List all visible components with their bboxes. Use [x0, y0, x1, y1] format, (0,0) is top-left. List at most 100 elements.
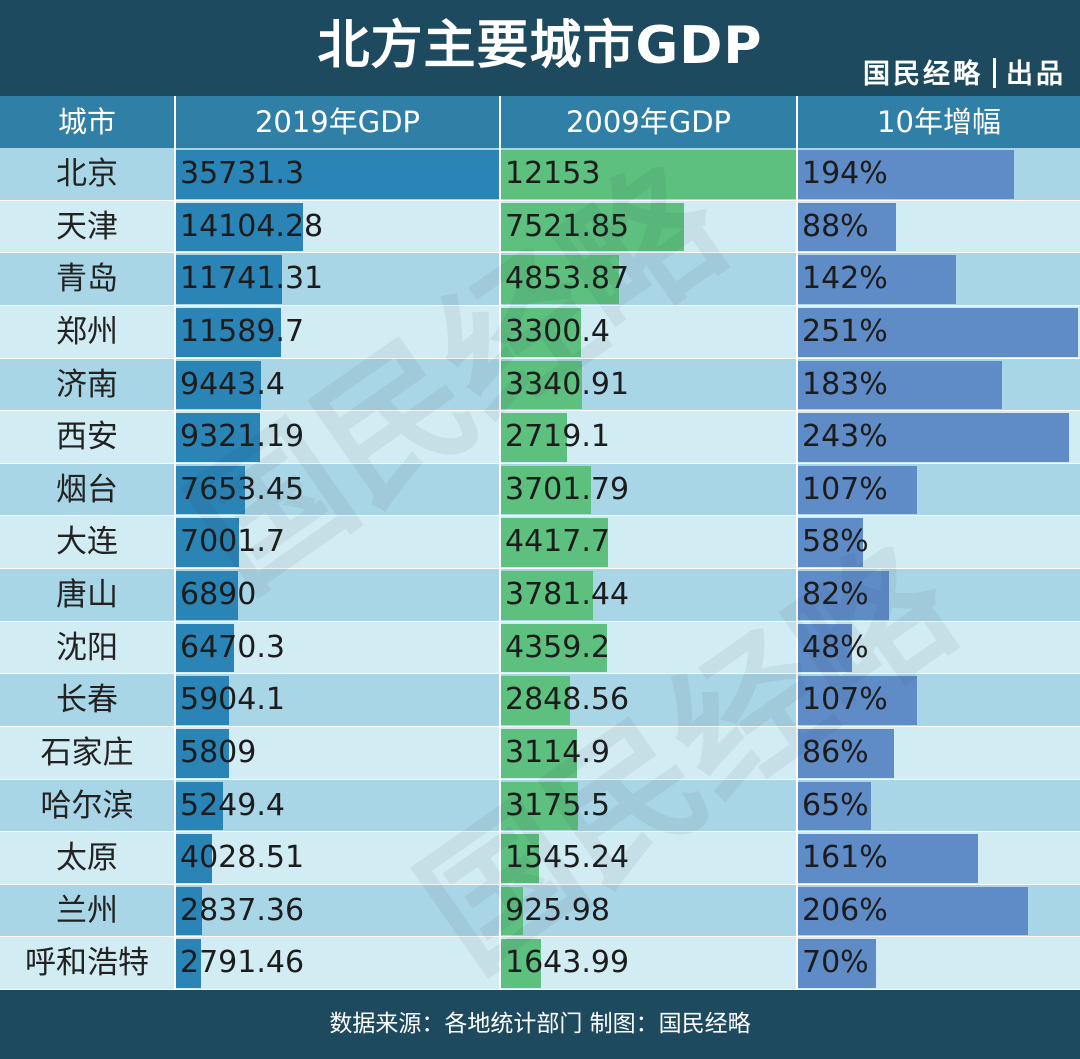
- bar-gdp2019: [176, 413, 261, 462]
- table-row: 太原 4028.51 1545.24 161%: [0, 832, 1080, 885]
- city-name: 石家庄: [40, 734, 134, 771]
- value-growth: 82%: [802, 577, 869, 612]
- bar-gdp2009: [501, 150, 796, 199]
- value-gdp2019: 35731.3: [180, 156, 305, 191]
- bar-gdp2019: [176, 518, 240, 567]
- column-header-gdp2019: 2019年GDP: [254, 105, 421, 139]
- table-row: 长春 5904.1 2848.56 107%: [0, 674, 1080, 727]
- value-gdp2009: 3175.5: [505, 787, 610, 823]
- city-name: 烟台: [56, 471, 118, 508]
- value-gdp2009: 925.98: [505, 892, 610, 928]
- bar-gdp2019: [176, 465, 246, 515]
- row-divider: [0, 778, 1080, 780]
- brand-name: 国民经略: [863, 59, 983, 90]
- city-name: 太原: [56, 840, 118, 877]
- value-gdp2009: 3300.4: [505, 313, 610, 349]
- bar-gdp2009: [501, 676, 571, 725]
- bar-gdp2009: [501, 202, 684, 252]
- bar-growth: [798, 939, 877, 988]
- header-divider: [796, 96, 798, 148]
- value-growth: 194%: [802, 156, 888, 191]
- table-row: 沈阳 6470.3 4359.2 48%: [0, 621, 1080, 675]
- value-gdp2019: 6470.3: [180, 629, 285, 665]
- bar-gdp2019: [176, 728, 229, 778]
- bar-growth: [798, 413, 1070, 462]
- value-growth: 70%: [802, 945, 869, 981]
- bar-gdp2009: [501, 781, 579, 831]
- city-name: 北京: [56, 156, 118, 192]
- value-gdp2009: 3340.91: [505, 366, 630, 402]
- table-row: 烟台 7653.45 3701.79 107%: [0, 463, 1080, 517]
- value-gdp2019: 5904.1: [180, 682, 285, 718]
- title-bar: 北方主要城市GDP 国民经略 出品: [0, 0, 1080, 96]
- bar-growth: [798, 202, 897, 252]
- value-gdp2009: 3701.79: [505, 471, 630, 507]
- bar-gdp2019: [176, 202, 304, 252]
- value-gdp2009: 4853.87: [505, 261, 630, 297]
- value-growth: 161%: [802, 840, 888, 876]
- bar-growth: [798, 518, 863, 567]
- table-row: 呼和浩特 2791.46 1643.99 70%: [0, 937, 1080, 990]
- city-name: 兰州: [56, 892, 118, 929]
- city-name: 呼和浩特: [25, 945, 149, 982]
- value-growth: 142%: [802, 261, 888, 297]
- table-row: 西安 9321.19 2719.1 243%: [0, 411, 1080, 464]
- table-row: 天津 14104.28 7521.85 88%: [0, 200, 1080, 254]
- value-gdp2019: 2791.46: [180, 945, 305, 981]
- value-gdp2009: 4417.7: [505, 524, 610, 560]
- column-divider: [174, 148, 176, 990]
- bar-growth: [798, 676, 918, 725]
- bar-gdp2019: [176, 360, 262, 410]
- value-gdp2019: 6890: [180, 577, 257, 612]
- bar-growth: [798, 150, 1015, 199]
- table-row: 济南 9443.4 3340.91 183%: [0, 358, 1080, 412]
- value-gdp2019: 11589.7: [180, 313, 305, 349]
- value-gdp2009: 2848.56: [505, 682, 630, 718]
- table-row: 兰州 2837.36 925.98 206%: [0, 884, 1080, 938]
- value-gdp2019: 7001.7: [180, 524, 285, 560]
- row-divider: [0, 515, 1080, 517]
- value-growth: 107%: [802, 682, 888, 718]
- column-header-city: 城市: [57, 105, 116, 139]
- bar-growth: [798, 834, 978, 883]
- city-name: 沈阳: [56, 629, 118, 666]
- bar-gdp2009: [501, 728, 577, 778]
- bar-gdp2019: [176, 571, 239, 620]
- row-divider: [0, 410, 1080, 412]
- city-name: 郑州: [56, 313, 118, 350]
- bar-growth: [798, 623, 852, 673]
- value-growth: 48%: [802, 629, 869, 665]
- city-name: 唐山: [56, 577, 118, 613]
- value-growth: 243%: [802, 419, 888, 455]
- bar-growth: [798, 360, 1003, 410]
- value-growth: 206%: [802, 892, 888, 928]
- column-header-row: 城市 2019年GDP 2009年GDP 10年增幅: [0, 96, 1080, 148]
- row-divider: [0, 199, 1080, 201]
- brand-suffix: 出品: [1006, 59, 1066, 90]
- bar-growth: [798, 465, 918, 515]
- header-divider: [499, 96, 501, 148]
- bar-growth: [798, 571, 890, 620]
- bar-gdp2019: [176, 781, 224, 831]
- city-name: 西安: [56, 419, 118, 456]
- value-gdp2009: 1643.99: [505, 945, 630, 981]
- bar-gdp2019: [176, 676, 230, 725]
- bar-gdp2019: [176, 834, 213, 883]
- row-divider: [0, 883, 1080, 885]
- brand-separator: [993, 58, 996, 88]
- bar-gdp2019: [176, 150, 499, 199]
- bar-growth: [798, 728, 894, 778]
- brand-credit: 国民经略 出品: [863, 52, 1066, 91]
- table-row: 大连 7001.7 4417.7 58%: [0, 516, 1080, 569]
- column-divider: [499, 148, 501, 990]
- bar-gdp2019: [176, 939, 202, 988]
- row-divider: [0, 831, 1080, 833]
- data-source-note: 数据来源：各地统计部门 制图：国民经略: [329, 1011, 751, 1037]
- column-divider: [796, 148, 798, 990]
- column-header-gdp2009: 2009年GDP: [565, 105, 732, 139]
- value-gdp2009: 4359.2: [505, 629, 610, 665]
- bar-gdp2019: [176, 255, 283, 304]
- value-gdp2019: 5249.4: [180, 787, 285, 823]
- bar-growth: [798, 781, 871, 831]
- bar-gdp2019: [176, 307, 281, 357]
